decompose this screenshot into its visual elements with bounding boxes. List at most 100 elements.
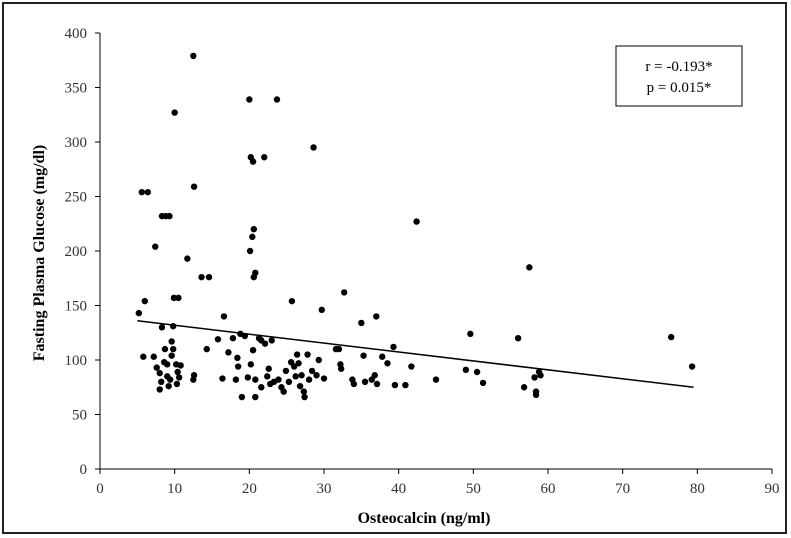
- y-tick-label: 200: [65, 244, 88, 260]
- data-point: [531, 374, 538, 381]
- data-point: [526, 264, 533, 271]
- data-point: [234, 363, 242, 370]
- data-point: [166, 212, 173, 220]
- data-point: [220, 313, 228, 320]
- data-point: [140, 353, 147, 360]
- data-point: [292, 373, 299, 380]
- data-point: [138, 188, 146, 196]
- data-point: [249, 346, 257, 354]
- data-point: [313, 372, 320, 379]
- data-point: [156, 386, 163, 393]
- data-point: [467, 330, 474, 338]
- data-point: [300, 388, 308, 395]
- data-point: [135, 309, 143, 317]
- data-point: [293, 351, 301, 358]
- data-point: [308, 367, 316, 375]
- p-value-label: p = 0.015*: [647, 80, 712, 96]
- y-tick-label: 150: [65, 299, 88, 315]
- data-point: [249, 233, 256, 241]
- data-point: [250, 226, 258, 233]
- data-point: [225, 349, 232, 356]
- data-point: [169, 345, 177, 353]
- data-point: [190, 376, 197, 383]
- data-point: [305, 376, 313, 383]
- data-point: [295, 360, 302, 367]
- data-point: [152, 243, 159, 250]
- data-point: [184, 255, 191, 262]
- data-point: [219, 375, 226, 382]
- y-tick-label: 300: [65, 135, 88, 151]
- data-point: [156, 369, 163, 377]
- y-tick-label: 50: [72, 408, 87, 424]
- data-point: [373, 380, 381, 388]
- data-point: [203, 345, 210, 353]
- data-point: [373, 313, 380, 320]
- y-tick-label: 400: [65, 26, 88, 42]
- data-point: [264, 373, 271, 380]
- y-tick-label: 100: [65, 353, 88, 369]
- data-point: [165, 382, 172, 390]
- data-point: [668, 333, 675, 341]
- y-axis-title: Fasting Plasma Glucose (mg/dl): [31, 145, 48, 361]
- data-point: [318, 306, 325, 314]
- data-point: [252, 393, 259, 401]
- x-tick-label: 90: [765, 481, 780, 497]
- data-point: [520, 384, 528, 391]
- data-point: [158, 324, 166, 331]
- data-point: [402, 381, 409, 389]
- data-point: [473, 368, 481, 376]
- data-point: [432, 376, 440, 383]
- data-point: [238, 393, 246, 401]
- y-tick-label: 0: [80, 462, 88, 478]
- data-point: [514, 335, 522, 342]
- data-point: [174, 368, 181, 376]
- data-point: [335, 345, 343, 353]
- data-point: [141, 297, 148, 305]
- data-point: [261, 154, 268, 161]
- x-ticks: 0 10 20 30 40 50 60 70 80 90: [96, 469, 780, 497]
- data-point: [164, 361, 171, 368]
- data-point: [261, 340, 269, 347]
- data-point: [371, 372, 378, 379]
- data-point: [158, 378, 165, 385]
- data-point: [234, 354, 241, 362]
- data-point: [247, 361, 255, 368]
- data-point: [298, 372, 305, 379]
- stats-annotation-box: r = -0.193* p = 0.015*: [615, 45, 743, 107]
- data-point: [161, 345, 169, 353]
- data-point: [310, 144, 317, 151]
- data-point: [168, 352, 175, 359]
- y-tick-label: 350: [65, 81, 88, 97]
- data-point: [296, 382, 304, 390]
- y-ticks: 0 50 100 150 200 250 300 350 400: [65, 26, 100, 478]
- data-point: [232, 376, 240, 383]
- data-point: [301, 393, 308, 401]
- data-point: [532, 391, 540, 399]
- data-point: [265, 365, 272, 372]
- x-tick-label: 10: [167, 481, 182, 497]
- data-point: [169, 323, 177, 330]
- data-point: [190, 52, 197, 60]
- data-point: [168, 338, 175, 345]
- data-point: [175, 294, 182, 302]
- data-point: [361, 378, 369, 385]
- data-point: [246, 96, 253, 103]
- data-points: [135, 52, 696, 401]
- data-point: [350, 380, 358, 388]
- data-point: [391, 381, 399, 389]
- data-point: [479, 379, 487, 387]
- data-point: [688, 363, 696, 370]
- data-point: [390, 343, 397, 351]
- data-point: [175, 374, 183, 381]
- data-point: [273, 96, 281, 103]
- data-point: [244, 374, 252, 381]
- data-point: [150, 353, 157, 360]
- data-point: [170, 294, 178, 302]
- data-point: [177, 362, 184, 369]
- data-point: [360, 352, 367, 359]
- data-point: [282, 367, 290, 375]
- data-point: [153, 364, 160, 371]
- data-point: [275, 376, 282, 383]
- data-point: [340, 289, 348, 296]
